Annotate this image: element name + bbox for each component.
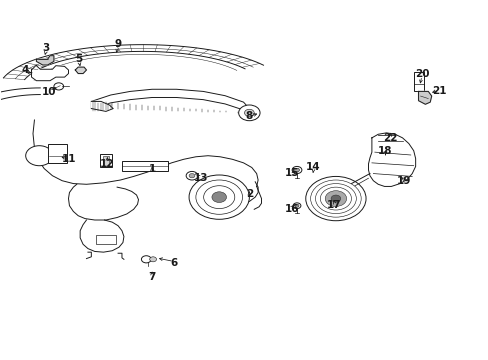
Text: 17: 17	[326, 200, 341, 210]
Text: 13: 13	[193, 173, 207, 183]
Circle shape	[294, 204, 298, 207]
Circle shape	[238, 105, 260, 121]
Polygon shape	[91, 89, 249, 116]
Bar	[47, 144, 67, 163]
Bar	[122, 161, 168, 171]
Text: 8: 8	[245, 111, 252, 121]
Text: 11: 11	[62, 154, 77, 163]
Polygon shape	[368, 133, 415, 186]
Circle shape	[141, 256, 151, 263]
Polygon shape	[91, 102, 113, 111]
Text: 20: 20	[414, 68, 428, 78]
Circle shape	[186, 171, 198, 180]
Polygon shape	[31, 65, 68, 81]
Circle shape	[305, 176, 366, 221]
Text: 3: 3	[42, 43, 50, 53]
Bar	[100, 154, 112, 167]
Circle shape	[189, 174, 195, 178]
Circle shape	[244, 109, 254, 116]
Text: 6: 6	[170, 258, 177, 268]
Circle shape	[26, 146, 53, 166]
Circle shape	[320, 187, 351, 210]
Bar	[103, 156, 109, 166]
Text: 19: 19	[396, 176, 410, 186]
Text: 4: 4	[21, 65, 28, 75]
Text: 7: 7	[148, 272, 156, 282]
Polygon shape	[36, 56, 54, 65]
Circle shape	[310, 180, 361, 217]
Text: 12: 12	[100, 159, 114, 169]
Circle shape	[189, 175, 249, 219]
Circle shape	[330, 195, 340, 202]
Text: 1: 1	[148, 164, 155, 174]
Circle shape	[149, 257, 156, 262]
Circle shape	[196, 180, 242, 214]
Text: 18: 18	[378, 146, 392, 156]
Text: 2: 2	[245, 189, 252, 199]
Text: 15: 15	[285, 168, 299, 178]
Text: 21: 21	[431, 86, 446, 96]
Circle shape	[325, 191, 346, 206]
Text: 9: 9	[114, 39, 122, 49]
Bar	[96, 235, 116, 244]
Text: 5: 5	[76, 54, 82, 64]
Circle shape	[315, 184, 356, 213]
Text: 22: 22	[382, 133, 397, 143]
Circle shape	[211, 192, 226, 203]
Text: 16: 16	[285, 204, 299, 214]
Circle shape	[294, 168, 299, 172]
Polygon shape	[418, 91, 431, 104]
Text: 14: 14	[305, 162, 320, 172]
Polygon shape	[75, 67, 86, 73]
Text: 10: 10	[41, 87, 56, 98]
Circle shape	[54, 83, 63, 90]
Bar	[413, 72, 424, 91]
Circle shape	[291, 166, 301, 174]
Circle shape	[292, 203, 300, 208]
Circle shape	[203, 186, 234, 208]
